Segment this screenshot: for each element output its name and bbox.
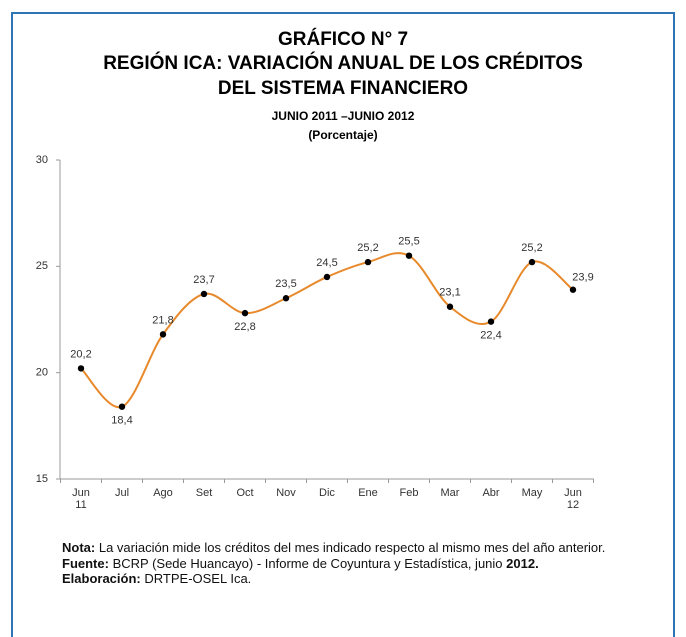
x-tick-label: Jun 12 [564,487,582,511]
point [569,286,577,293]
data-label: 21,8 [152,314,173,326]
data-label: 23,7 [193,274,214,286]
note-label: Fuente: [62,555,109,571]
x-tick-label: Abr [482,487,500,499]
y-tick-label: 20 [36,367,48,379]
point [282,295,290,302]
x-tick-label: Jul [114,487,130,499]
x-tick-label: Set [195,487,213,499]
y-tick-label: 25 [36,260,48,272]
point [405,252,413,259]
y-tick-label: 30 [36,154,48,166]
chart-title: DEL SISTEMA FINANCIERO [218,78,468,99]
point [159,331,167,338]
data-label: 23,9 [572,272,593,284]
data-label: 20,2 [70,348,91,360]
frame [11,12,675,637]
point [77,365,85,372]
data-label: 22,8 [234,321,255,333]
note: Elaboración: DRTPE-OSEL Ica. [62,571,660,587]
x-tick-label: Ago [153,487,173,499]
chart-subtitle: JUNIO 2011 –JUNIO 2012 [272,109,415,123]
chart-title: GRÁFICO N° 7 [278,28,408,50]
note: Fuente: BCRP (Sede Huancayo) - Informe d… [62,556,660,572]
note-label: Nota: [62,540,96,555]
y-tick-label: 15 [36,473,48,485]
data-label: 18,4 [111,415,132,427]
point [487,318,495,325]
data-label: 22,4 [480,330,501,342]
data-label: 25,2 [357,242,378,254]
x-tick-label: Jun 11 [72,487,90,511]
x-tick-label: Nov [276,487,296,499]
note-bold: 2012. [506,555,539,571]
x-tick-label: Dic [319,487,335,499]
point [118,403,126,410]
point [323,273,331,281]
data-label: 23,5 [275,278,296,290]
data-label: 24,5 [316,257,337,269]
point [528,258,536,266]
notes: Nota: La variación mide los créditos del… [62,540,660,587]
x-tick-label: Feb [399,487,419,499]
chart-title: REGIÓN ICA: VARIACIÓN ANUAL DE LOS CRÉDI… [103,52,583,74]
data-label: 23,1 [439,287,460,299]
note-text: BCRP (Sede Huancayo) - Informe de Coyunt… [112,555,503,571]
note-text: DRTPE-OSEL Ica. [144,571,252,586]
x-tick-label: Ene [358,487,378,499]
note-label: Elaboración: [62,571,141,586]
x-tick-label: May [521,487,543,499]
chart-subtitle: (Porcentaje) [308,128,377,142]
point [364,258,372,266]
point [200,290,208,298]
note: Nota: La variación mide los créditos del… [62,540,660,556]
data-label: 25,2 [521,242,542,254]
x-tick-label: Oct [236,487,254,499]
note-text: La variación mide los créditos del mes i… [98,540,606,555]
point [446,303,454,310]
x-tick-label: Mar [440,487,460,499]
point [241,309,249,317]
data-label: 25,5 [398,236,419,248]
